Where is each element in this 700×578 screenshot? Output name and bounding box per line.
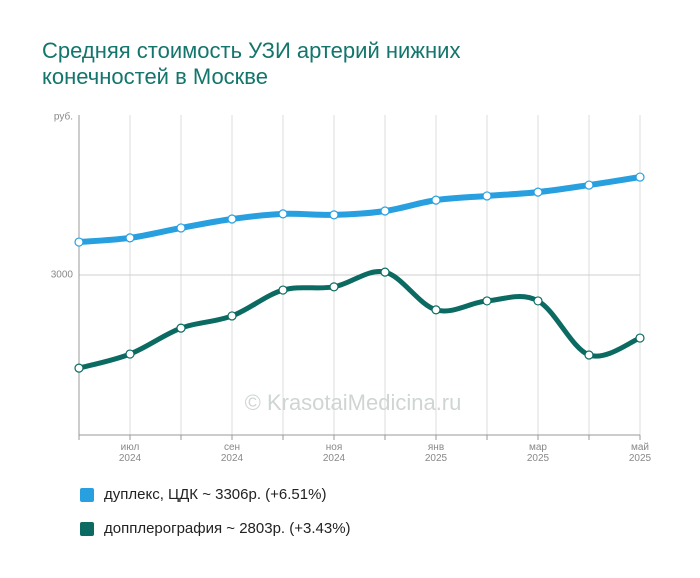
- series-line: [76, 174, 643, 246]
- data-point: [380, 267, 390, 277]
- watermark: © KrasotaiMedicina.ru: [245, 390, 462, 415]
- data-point: [533, 187, 543, 197]
- data-point: [329, 282, 339, 292]
- legend-swatch: [80, 488, 94, 502]
- y-axis-label: руб.: [54, 111, 73, 123]
- series-line: [76, 269, 643, 371]
- x-tick-label: сен 2024: [221, 442, 244, 464]
- data-point: [635, 172, 645, 182]
- data-point: [431, 195, 441, 205]
- legend-swatch: [80, 522, 94, 536]
- data-point: [635, 333, 645, 343]
- data-point: [74, 363, 84, 373]
- data-point: [278, 209, 288, 219]
- data-point: [125, 349, 135, 359]
- data-point: [431, 305, 441, 315]
- data-point: [533, 296, 543, 306]
- data-point: [227, 311, 237, 321]
- x-tick-label: мар 2025: [527, 442, 550, 464]
- data-point: [176, 223, 186, 233]
- data-point: [584, 180, 594, 190]
- y-tick-label: 3000: [51, 270, 74, 281]
- data-point: [227, 214, 237, 224]
- data-point: [329, 210, 339, 220]
- data-point: [74, 237, 84, 247]
- x-tick-label: май 2025: [629, 442, 652, 464]
- x-tick-label: июл 2024: [119, 442, 142, 464]
- data-point: [584, 350, 594, 360]
- legend-label: дуплекс, ЦДК ~ 3306р. (+6.51%): [104, 486, 326, 503]
- legend-label: допплерография ~ 2803р. (+3.43%): [104, 520, 351, 537]
- data-point: [380, 206, 390, 216]
- x-tick-label: янв 2025: [425, 442, 448, 464]
- data-point: [482, 296, 492, 306]
- data-point: [278, 285, 288, 295]
- data-point: [176, 323, 186, 333]
- data-point: [125, 233, 135, 243]
- x-tick-label: ноя 2024: [323, 442, 346, 464]
- chart-title: Средняя стоимость УЗИ артерий нижних кон…: [42, 38, 461, 89]
- data-point: [482, 191, 492, 201]
